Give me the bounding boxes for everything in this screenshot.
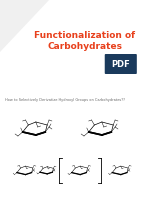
Text: How to Selectively Derivatize Hydroxyl Groups on Carbohydrates??: How to Selectively Derivatize Hydroxyl G…: [5, 98, 125, 102]
Text: Carbohydrates: Carbohydrates: [47, 42, 122, 50]
FancyBboxPatch shape: [105, 54, 137, 74]
Text: Functionalization of: Functionalization of: [34, 30, 135, 39]
Polygon shape: [0, 0, 49, 52]
Text: PDF: PDF: [111, 60, 130, 69]
